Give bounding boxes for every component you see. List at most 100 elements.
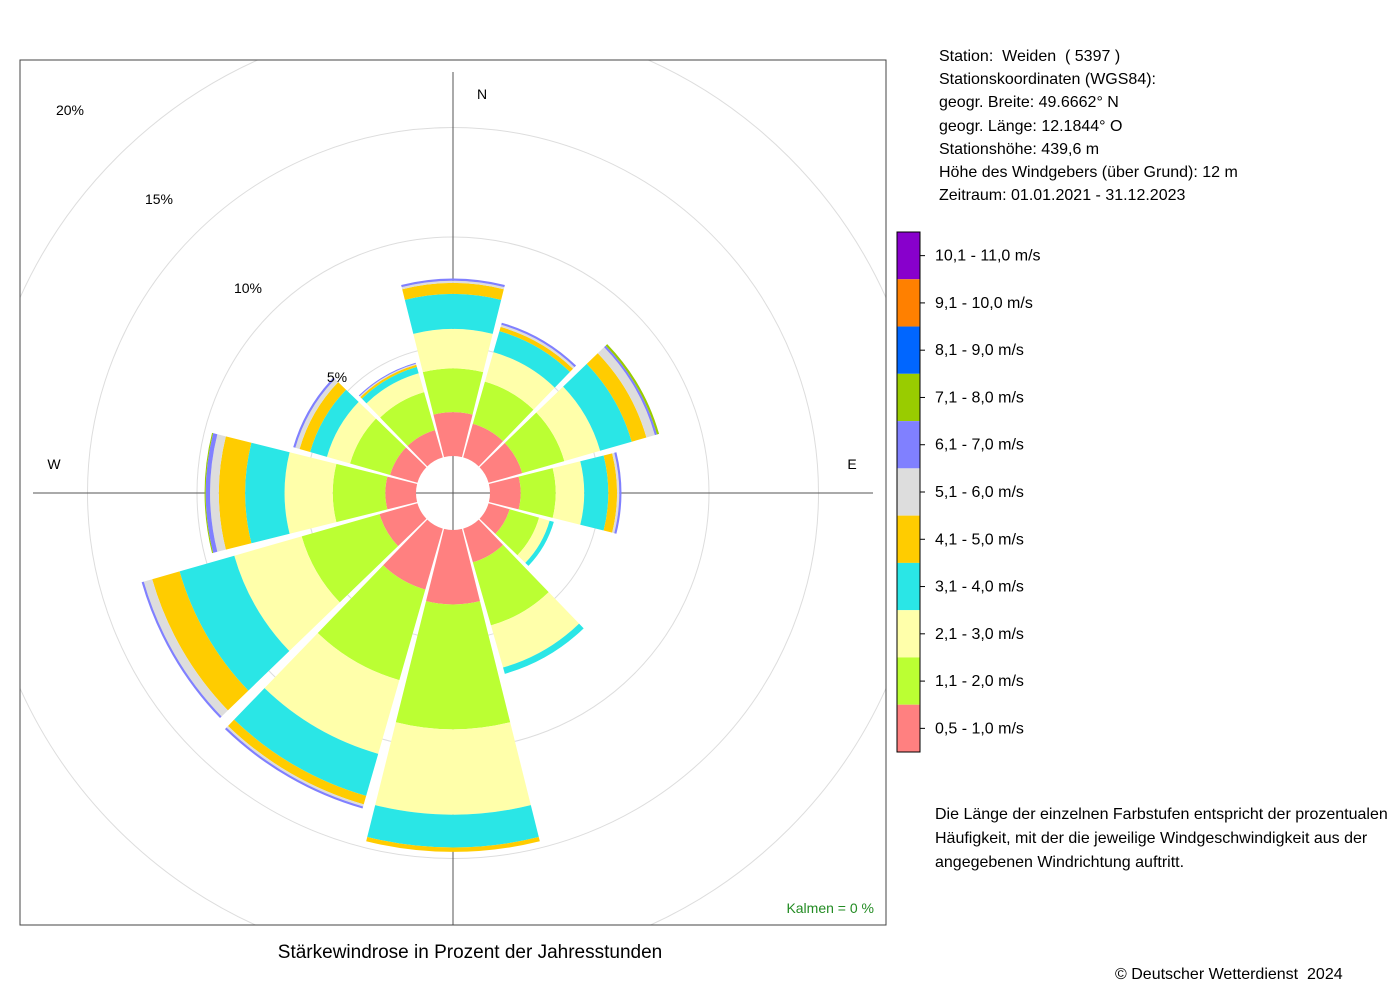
- sector-150-bin-2: [490, 592, 580, 668]
- sector-30-bin-3: [493, 331, 570, 388]
- sector-30: [463, 322, 577, 467]
- sector-270-bin-4: [218, 436, 252, 550]
- ring-label-5: 5%: [327, 369, 347, 385]
- sector-60-bin-4: [586, 353, 647, 442]
- sector-90-bin-4: [603, 453, 618, 533]
- sector-300-bin-1: [350, 418, 406, 475]
- station-name: Station: Weiden ( 5397 ): [939, 48, 1121, 65]
- sector-300-bin-6: [293, 377, 336, 448]
- station-info: Station: Weiden ( 5397 ) Stationskoordin…: [939, 45, 1238, 207]
- sector-0: [401, 278, 505, 458]
- sector-300-bin-0: [390, 447, 427, 483]
- sector-180-bin-0: [426, 528, 480, 605]
- direction-label-w: W: [47, 456, 61, 472]
- sector-150-bin-3: [503, 623, 584, 674]
- sector-330-bin-1: [380, 392, 435, 446]
- sector-90-bin-2: [552, 461, 585, 525]
- sector-180-bin-2: [375, 722, 531, 815]
- sector-180-bin-4: [366, 837, 540, 852]
- sector-0-bin-3: [404, 293, 502, 334]
- period: Zeitraum: 01.01.2021 - 31.12.2023: [939, 187, 1186, 205]
- sector-30-bin-5: [500, 324, 575, 369]
- sector-330: [358, 362, 443, 467]
- longitude: geogr. Länge: 12.1844° O: [939, 117, 1123, 135]
- sector-270-bin-2: [284, 452, 337, 534]
- sector-300-bin-3: [310, 389, 359, 457]
- sector-120-bin-1: [495, 509, 540, 556]
- sector-120-bin-0: [479, 503, 510, 534]
- legend-label-8: 8,1 - 9,0 m/s: [935, 342, 1024, 359]
- sector-60: [479, 344, 660, 483]
- sector-210-bin-3: [234, 688, 379, 796]
- sector-300-bin-4: [299, 382, 347, 453]
- sensor-height: Höhe des Windgebers (über Grund): 12 m: [939, 164, 1238, 182]
- copyright: © Deutscher Wetterdienst 2024: [1115, 966, 1343, 983]
- legend-swatch-3: [897, 562, 920, 611]
- sector-330-bin-3: [361, 366, 419, 404]
- legend-swatch-4: [897, 515, 920, 563]
- legend-swatch-0: [897, 704, 920, 752]
- sector-0-bin-6: [401, 278, 505, 288]
- sector-150-bin-1: [472, 544, 549, 626]
- ring-label-20: 20%: [56, 102, 84, 118]
- sector-150: [463, 519, 584, 674]
- legend-swatch-9: [897, 279, 920, 327]
- legend-label-0: 0,5 - 1,0 m/s: [935, 720, 1024, 737]
- sector-0-bin-0: [433, 412, 473, 458]
- sector-0-bin-2: [413, 328, 493, 373]
- station-height: Stationshöhe: 439,6 m: [939, 140, 1100, 158]
- legend-swatch-2: [897, 610, 920, 658]
- latitude: geogr. Breite: 49.6662° N: [939, 94, 1119, 112]
- legend-label-9: 9,1 - 10,0 m/s: [935, 295, 1033, 312]
- legend-label-5: 5,1 - 6,0 m/s: [935, 484, 1024, 501]
- sector-300: [293, 377, 427, 483]
- sector-240-bin-5: [143, 579, 228, 717]
- legend-label-10: 10,1 - 11,0 m/s: [935, 248, 1041, 265]
- sector-300-bin-5: [295, 379, 339, 449]
- sector-240-bin-2: [234, 536, 340, 652]
- chart-title: Stärkewindrose in Prozent der Jahresstun…: [277, 942, 663, 963]
- direction-label-n: N: [477, 86, 487, 102]
- sector-120-bin-2: [517, 517, 550, 563]
- legend: 10,1 - 11,0 m/s 9,1 - 10,0 m/s 8,1 - 9,0 m…: [896, 231, 1041, 753]
- plot-frame: [19, 59, 887, 926]
- chart-labels: 5% 10% 15% 20% N E W: [47, 86, 856, 472]
- legend-swatch-5: [897, 468, 920, 516]
- sector-120-bin-3: [525, 520, 554, 566]
- sector-0-bin-5: [401, 280, 505, 290]
- sector-60-bin-3: [563, 363, 632, 451]
- sector-180-bin-1: [395, 601, 511, 730]
- sector-270-bin-6: [205, 433, 218, 553]
- sector-210-bin-2: [264, 633, 400, 754]
- sector-210: [224, 519, 443, 809]
- sector-270: [204, 432, 418, 554]
- sector-270-bin-0: [385, 476, 418, 510]
- legend-note: Die Länge der einzelnen Farbstufen entsp…: [935, 806, 1388, 871]
- sector-30-bin-4: [499, 326, 574, 372]
- sector-240-bin-0: [379, 503, 427, 547]
- sector-90-bin-3: [580, 455, 609, 531]
- legend-label-7: 7,1 - 8,0 m/s: [935, 389, 1024, 406]
- sector-300-bin-2: [326, 401, 376, 464]
- sectors: [141, 278, 660, 852]
- sector-150-bin-0: [463, 519, 504, 563]
- sector-330-bin-4: [360, 364, 417, 399]
- sector-240-bin-4: [152, 571, 249, 711]
- sector-90-bin-6: [614, 452, 622, 534]
- legend-frame: [896, 231, 921, 753]
- sector-210-bin-4: [228, 719, 367, 805]
- ring-label-10: 10%: [234, 280, 262, 296]
- sector-330-bin-2: [366, 373, 425, 418]
- sector-180: [366, 528, 540, 852]
- direction-label-e: E: [847, 456, 856, 472]
- sector-270-bin-1: [332, 463, 388, 523]
- sector-90-bin-5: [612, 452, 620, 534]
- sector-60-bin-0: [479, 442, 523, 483]
- sector-330-bin-0: [407, 430, 443, 467]
- legend-label-4: 4,1 - 5,0 m/s: [935, 531, 1024, 548]
- legend-label-1: 1,1 - 2,0 m/s: [935, 673, 1024, 690]
- coords-title: Stationskoordinaten (WGS84):: [939, 71, 1156, 89]
- sector-0-bin-4: [402, 282, 504, 300]
- legend-label-6: 6,1 - 7,0 m/s: [935, 437, 1024, 454]
